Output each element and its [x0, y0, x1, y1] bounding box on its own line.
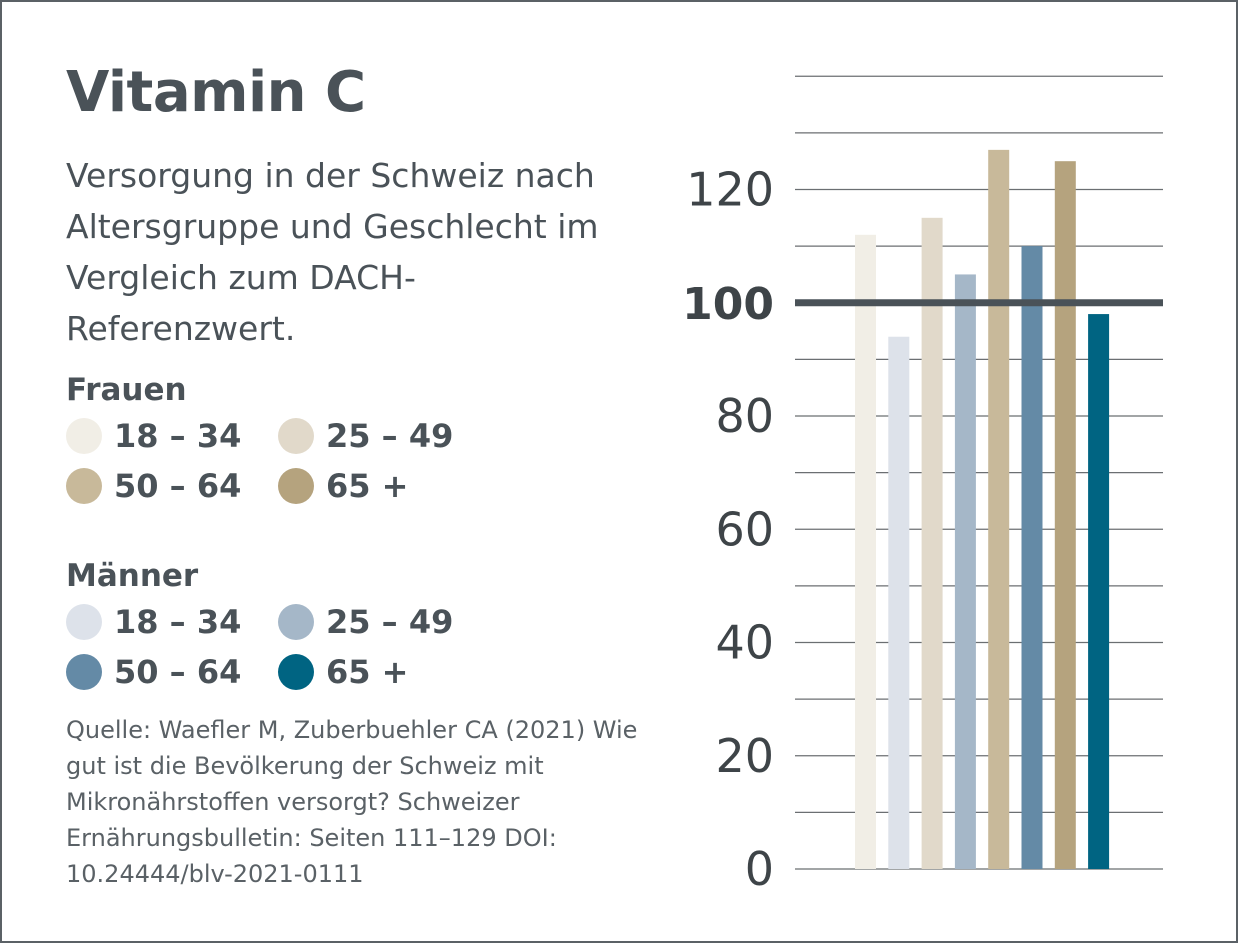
swatch-circle-icon: [66, 654, 102, 690]
y-tick-label: 20: [715, 729, 774, 783]
swatch-circle-icon: [278, 654, 314, 690]
swatch-circle-icon: [278, 468, 314, 504]
legend-item-men-18-34: 18 – 34: [66, 602, 278, 642]
legend-item-women-18-34: 18 – 34: [66, 416, 278, 456]
legend-item-men-50-64: 50 – 64: [66, 652, 278, 692]
y-tick-label: 0: [745, 842, 774, 890]
y-tick-label: 100: [682, 279, 774, 330]
source-citation: Quelle: Waefler M, Zuberbuehler CA (2021…: [66, 716, 638, 888]
legend-women: Frauen 18 – 34 25 – 49 50 – 64 65 +: [66, 370, 490, 506]
bar-4: [954, 274, 976, 869]
legend-label: 50 – 64: [114, 467, 242, 505]
bar-5: [988, 149, 1010, 870]
bar-7: [1054, 161, 1076, 869]
swatch-circle-icon: [278, 418, 314, 454]
legend-label: 18 – 34: [114, 603, 242, 641]
chart-title: Vitamin C: [66, 60, 366, 125]
legend-label: 65 +: [326, 653, 409, 691]
legend-label: 50 – 64: [114, 653, 242, 691]
legend-item-men-25-49: 25 – 49: [278, 602, 490, 642]
swatch-circle-icon: [278, 604, 314, 640]
swatch-circle-icon: [66, 468, 102, 504]
y-tick-label: 60: [715, 502, 774, 556]
bar-2: [888, 336, 910, 870]
legend-label: 18 – 34: [114, 417, 242, 455]
legend-item-women-50-64: 50 – 64: [66, 466, 278, 506]
y-tick-label: 80: [715, 389, 774, 443]
legend-item-women-25-49: 25 – 49: [278, 416, 490, 456]
bar-chart: 0 20 40 60 80 100 120: [682, 75, 1163, 890]
swatch-circle-icon: [66, 418, 102, 454]
chart-subtitle: Versorgung in der Schweiz nach Altersgru…: [66, 156, 599, 348]
bar-1: [855, 234, 876, 870]
swatch-circle-icon: [66, 604, 102, 640]
legend-label: 25 – 49: [326, 417, 454, 455]
y-tick-label: 40: [715, 616, 774, 670]
legend-label: 65 +: [326, 467, 409, 505]
legend-item-women-65plus: 65 +: [278, 466, 490, 506]
bar-8: [1088, 314, 1110, 869]
legend-men-title: Männer: [66, 558, 199, 594]
bar-6: [1021, 246, 1043, 869]
legend-label: 25 – 49: [326, 603, 454, 641]
y-tick-label: 120: [686, 163, 774, 217]
legend-men: Männer 18 – 34 25 – 49 50 – 64 65 +: [66, 556, 490, 692]
legend-item-men-65plus: 65 +: [278, 652, 490, 692]
bar-3: [921, 217, 943, 869]
legend-women-title: Frauen: [66, 372, 187, 408]
